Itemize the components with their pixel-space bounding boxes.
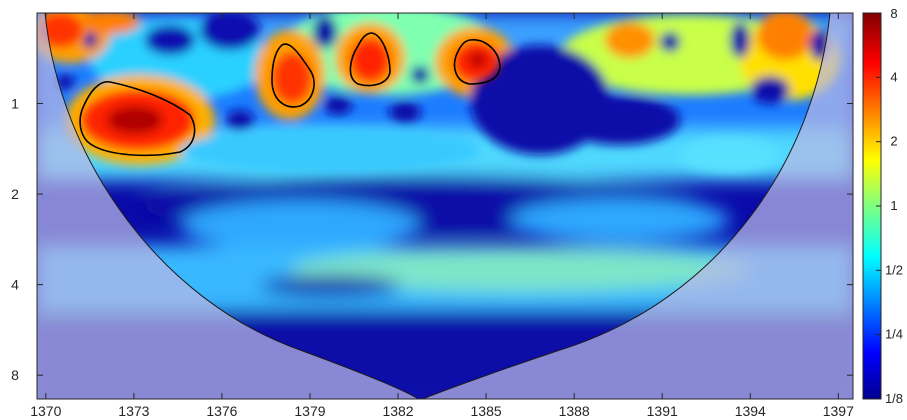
- colorbar-tick-label: 1/4: [885, 327, 903, 342]
- significance-contour: [271, 43, 315, 108]
- heatmap-field-detail: [37, 13, 840, 173]
- y-tick-label: 8: [11, 367, 19, 383]
- significance-contour: [453, 39, 501, 85]
- heatmap-hot-cores: [38, 14, 499, 148]
- colorbar-tick-label: 2: [890, 134, 897, 149]
- heatmap-area: [37, 13, 853, 399]
- cone-of-influence-shade: [422, 13, 853, 399]
- y-tick-label: 4: [11, 277, 19, 293]
- x-tick-label: 1394: [735, 403, 766, 419]
- y-tick-label: 2: [11, 186, 19, 202]
- x-tick-label: 1385: [471, 403, 502, 419]
- x-tick-label: 1370: [30, 403, 61, 419]
- colorbar-tick-label: 1/2: [885, 262, 903, 277]
- y-tick-label: 1: [11, 96, 19, 112]
- cone-of-influence-line: [421, 13, 831, 399]
- colorbar-tick-label: 4: [890, 69, 897, 84]
- x-tick-label: 1391: [647, 403, 678, 419]
- significance-contour: [79, 81, 196, 157]
- x-tick-label: 1376: [206, 403, 237, 419]
- x-tick-label: 1397: [823, 403, 854, 419]
- colorbar: [863, 13, 881, 399]
- y-axis: 1 2 4 8: [11, 96, 853, 383]
- significance-contours: [79, 32, 501, 157]
- significance-contour: [349, 32, 391, 87]
- x-axis: 1370 1373 1376 1379 1382 1385 1388 1391 1394 1397: [30, 13, 854, 419]
- colorbar-tick-label: 1: [890, 198, 897, 213]
- plot-frame: [36, 12, 854, 400]
- x-tick-label: 1382: [382, 403, 413, 419]
- x-tick-label: 1388: [559, 403, 590, 419]
- cone-of-influence-shade: [37, 13, 419, 399]
- x-tick-label: 1379: [294, 403, 325, 419]
- colorbar-axis: 8 4 2 1 1/2 1/4 1/8: [876, 6, 903, 406]
- colorbar-tick-label: 1/8: [885, 391, 903, 406]
- colorbar-tick-label: 8: [890, 6, 897, 21]
- x-tick-label: 1373: [118, 403, 149, 419]
- cone-of-influence-line: [44, 13, 420, 399]
